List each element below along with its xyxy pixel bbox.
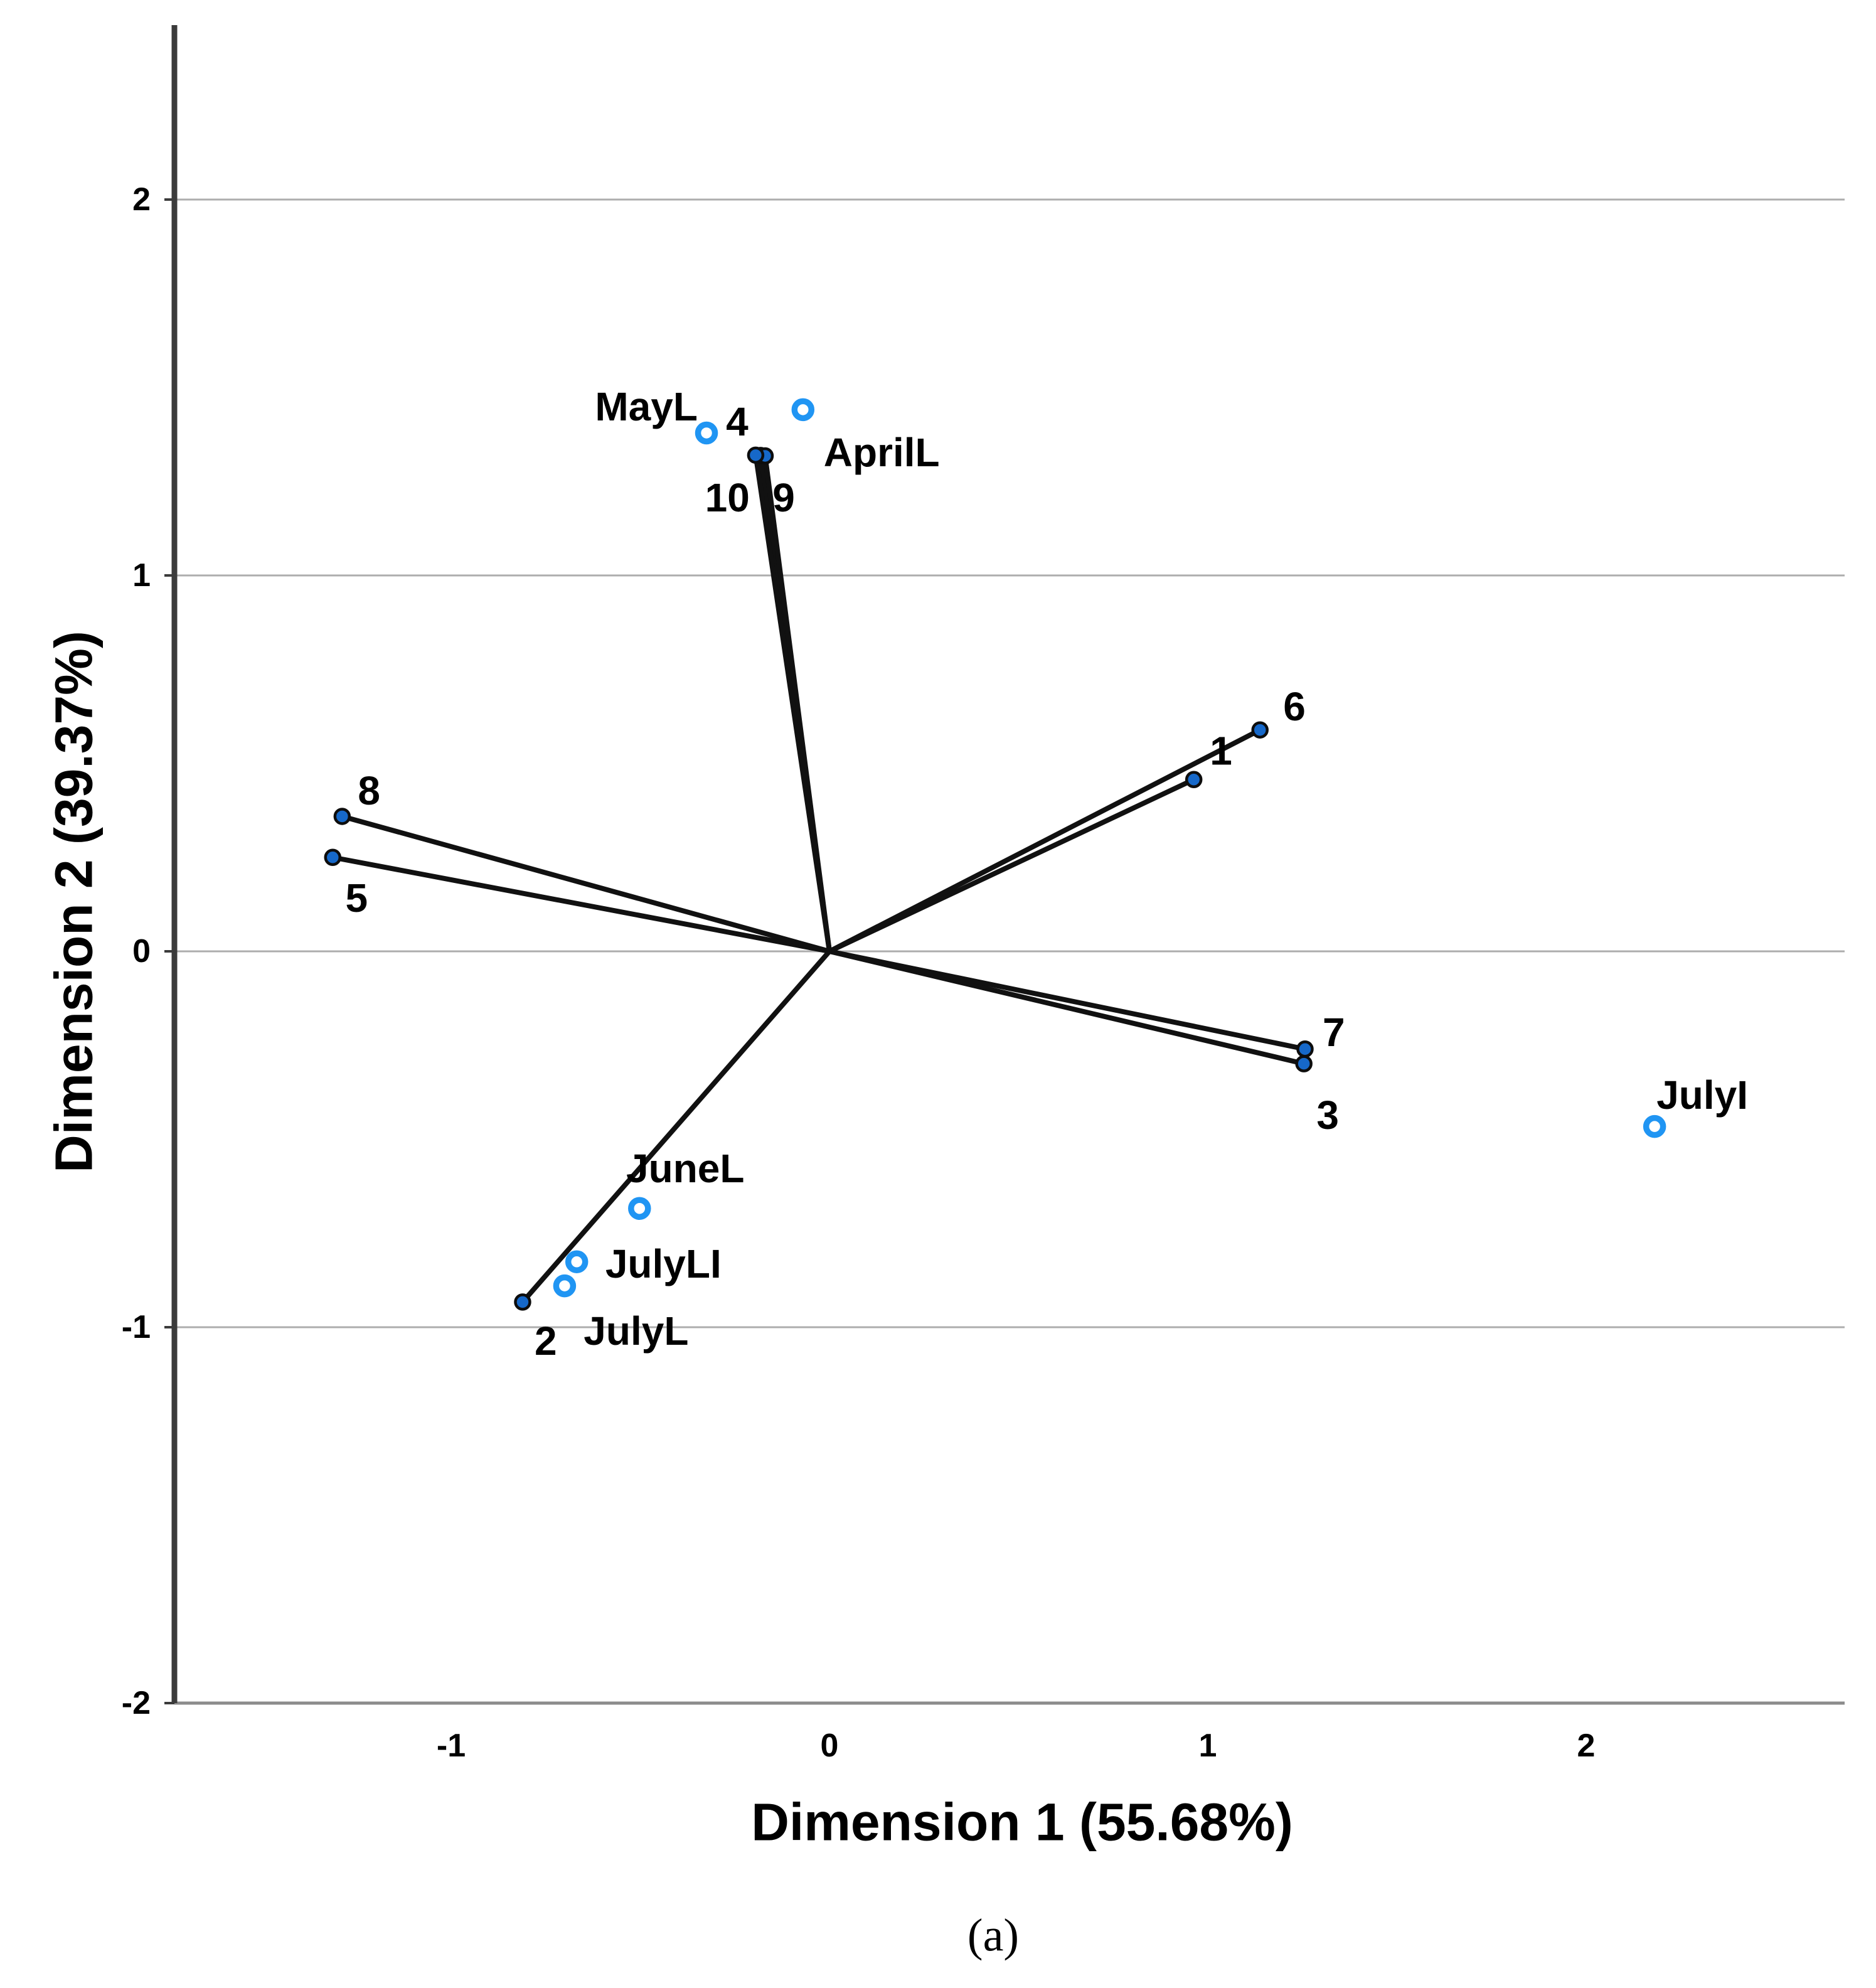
vector-label-4: 4	[726, 399, 749, 444]
subfigure-caption: (a)	[967, 1910, 1020, 1962]
vector-label-8: 8	[358, 768, 380, 813]
vector-dot-7	[1296, 1040, 1314, 1058]
y-axis-title: Dimension 2 (39.37%)	[44, 631, 104, 1173]
vector-label-2: 2	[535, 1318, 557, 1364]
point-label-JulyI: JulyI	[1656, 1072, 1748, 1118]
vector-dot-5	[324, 848, 342, 866]
vector-dot-6	[1251, 721, 1269, 739]
vector-line-8	[339, 813, 832, 954]
point-marker-JulyI	[1643, 1114, 1666, 1138]
point-label-JulyLI: JulyLI	[605, 1241, 722, 1286]
point-marker-AprilL	[791, 398, 815, 422]
vector-dot-3	[1295, 1055, 1313, 1072]
vector-line-7	[827, 949, 1308, 1052]
y-tick-label-0: 0	[132, 933, 151, 970]
vector-dot-8	[333, 808, 351, 825]
y-tick-label--1: -1	[122, 1309, 151, 1345]
y-tick-label-2: 2	[132, 181, 151, 218]
vector-label-1: 1	[1210, 729, 1232, 774]
point-label-JulyL: JulyL	[584, 1308, 688, 1354]
x-tick-label--1: -1	[437, 1728, 466, 1764]
point-marker-JulyL	[553, 1274, 577, 1298]
vector-label-3: 3	[1316, 1093, 1339, 1138]
y-tick-label-1: 1	[132, 557, 151, 594]
vector-label-9: 9	[772, 475, 795, 520]
point-marker-JulyLI	[565, 1250, 589, 1274]
vector-label-7: 7	[1323, 1010, 1345, 1055]
point-marker-MayL	[695, 421, 718, 445]
x-axis-title: Dimension 1 (55.68%)	[751, 1792, 1293, 1852]
y-tick-label--2: -2	[122, 1685, 151, 1721]
point-marker-JuneL	[628, 1197, 651, 1220]
x-tick-label-2: 2	[1577, 1728, 1596, 1764]
vector-dot-1	[1185, 771, 1203, 789]
vector-line-5	[330, 855, 832, 954]
vector-label-5: 5	[345, 875, 368, 921]
vector-dot-2	[514, 1293, 531, 1311]
vector-dot-10	[747, 446, 765, 464]
vector-line-10	[753, 452, 832, 954]
vector-label-6: 6	[1283, 684, 1306, 729]
vector-line-6	[827, 727, 1263, 954]
vector-label-10: 10	[705, 475, 750, 520]
point-label-MayL: MayL	[595, 384, 698, 429]
vector-line-2	[520, 949, 832, 1305]
point-label-JuneL: JuneL	[626, 1146, 744, 1191]
x-tick-label-0: 0	[821, 1728, 839, 1764]
x-tick-label-1: 1	[1199, 1728, 1217, 1764]
point-label-AprilL: AprilL	[824, 430, 940, 475]
